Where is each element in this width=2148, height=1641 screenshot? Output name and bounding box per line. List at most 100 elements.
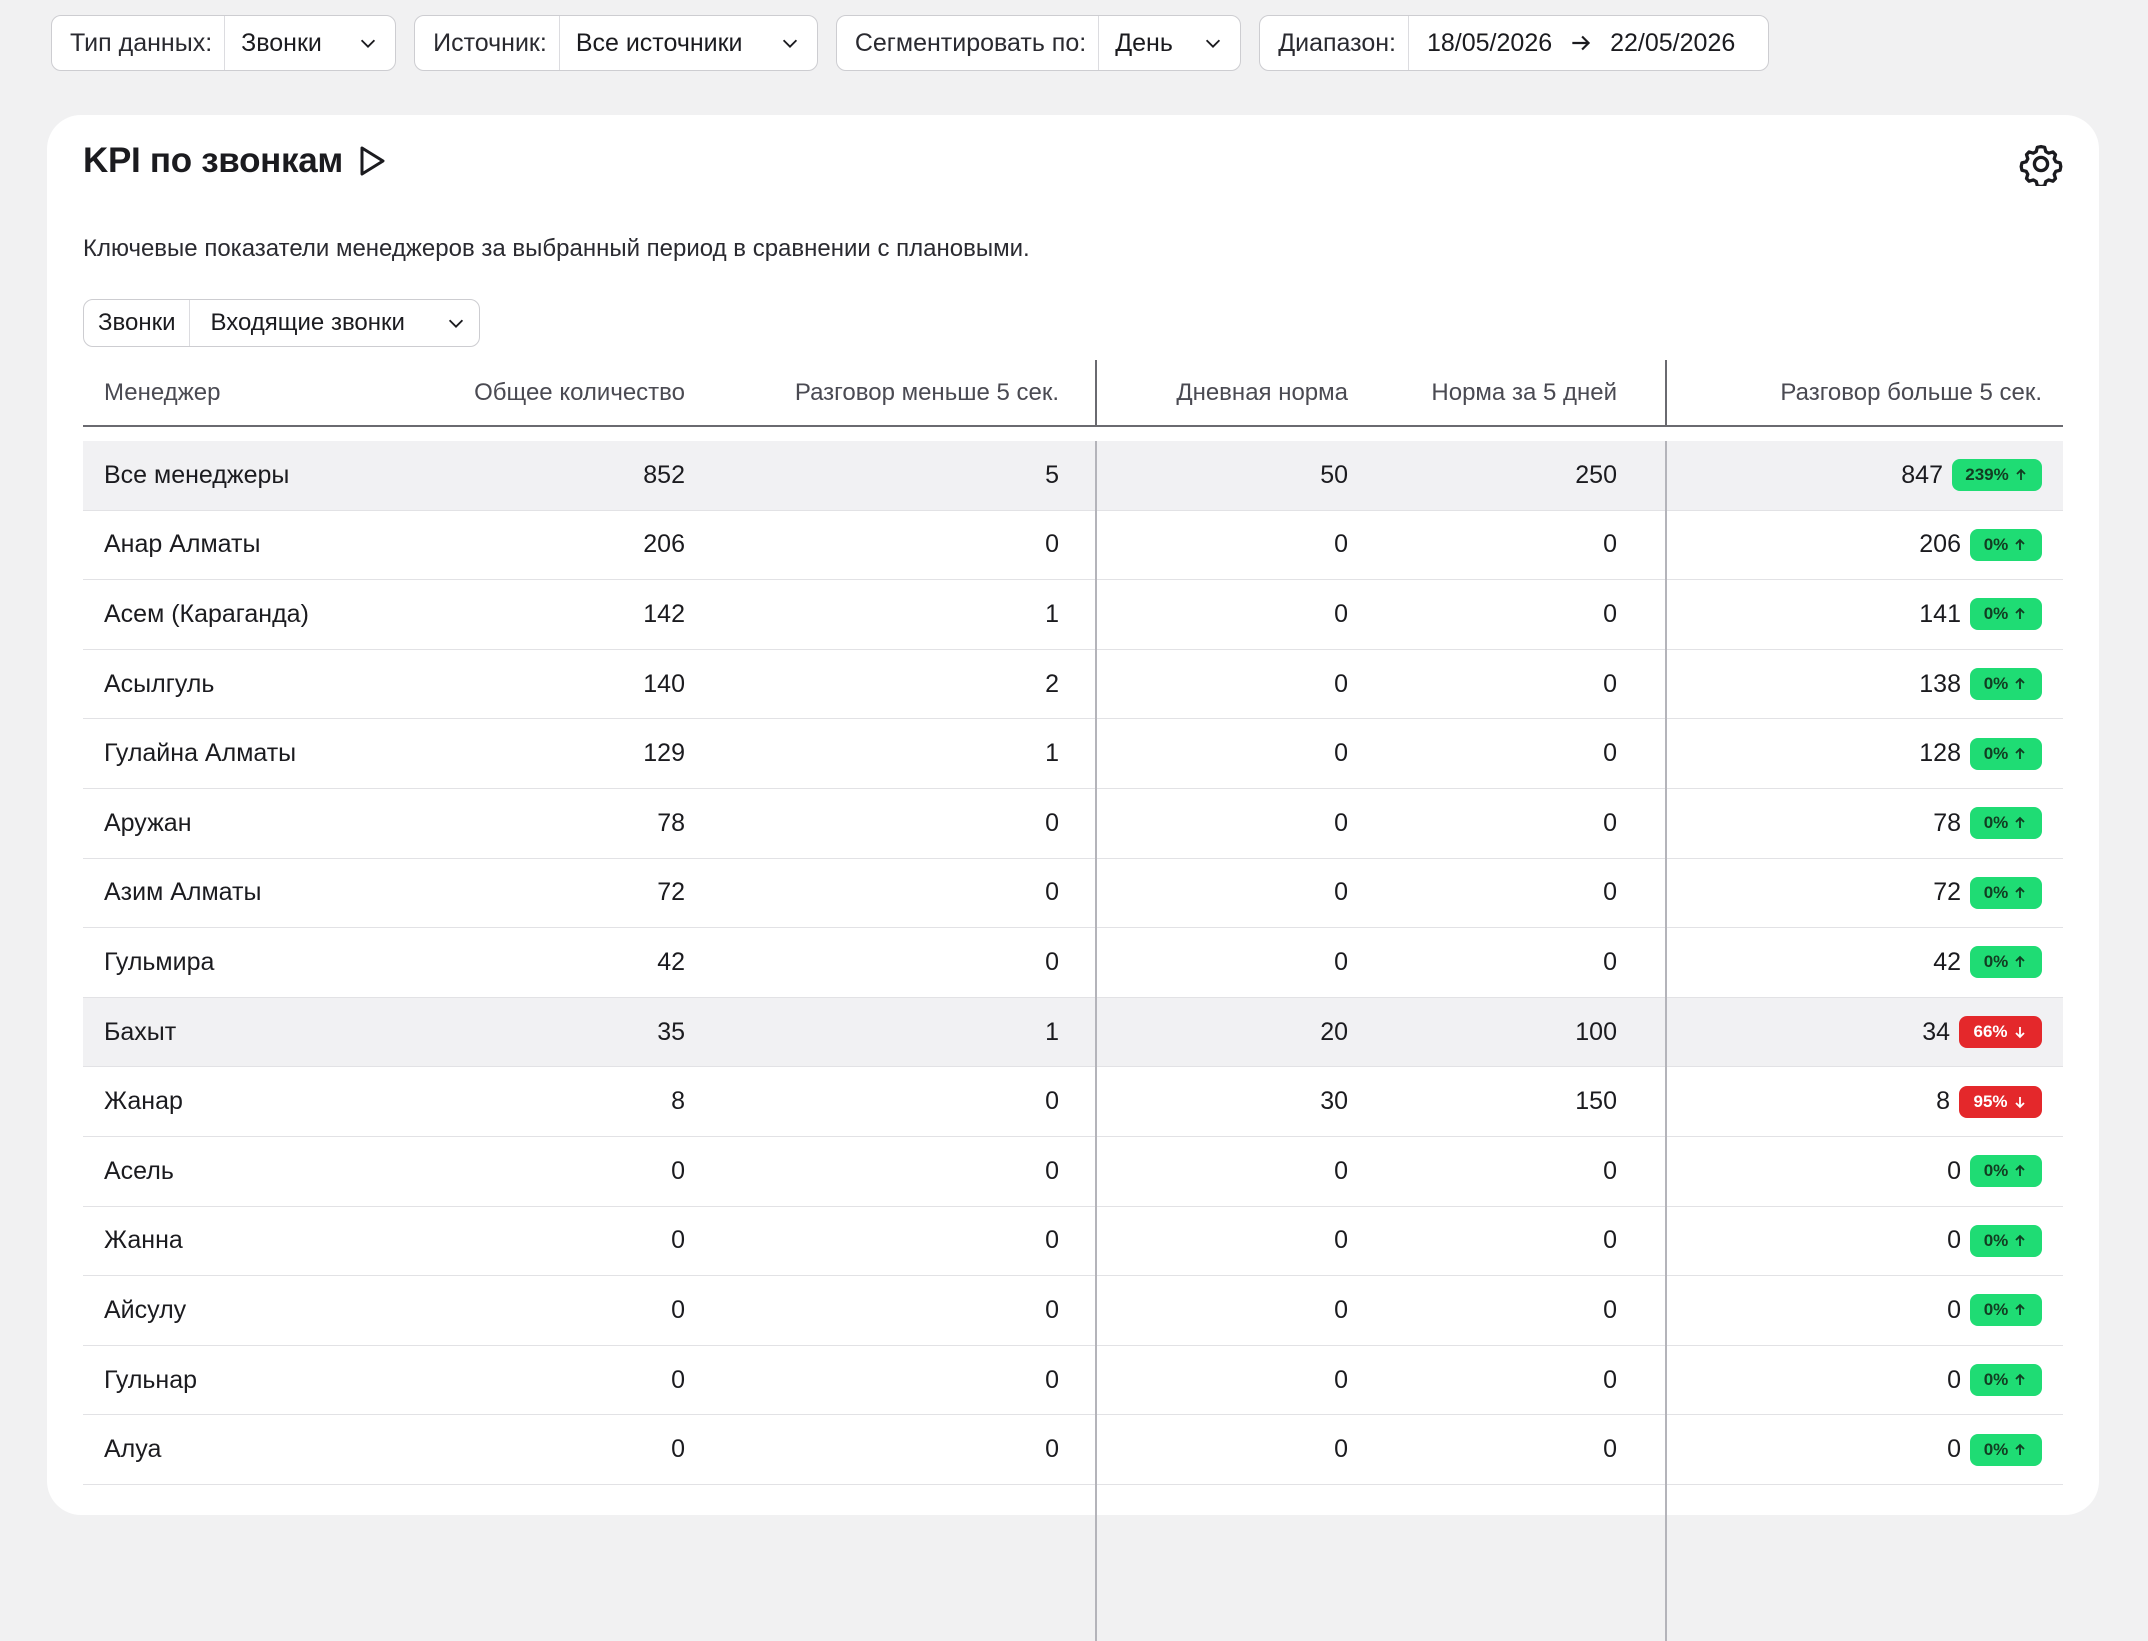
table-row[interactable]: Азим Алматы 72 0 0 0 72 0% xyxy=(83,859,2063,929)
table-row[interactable]: Асем (Караганда) 142 1 0 0 141 0% xyxy=(83,580,2063,650)
call-type-filter[interactable]: Звонки Входящие звонки xyxy=(83,299,481,347)
cell-short-calls: 0 xyxy=(1045,1435,1059,1464)
chevron-down-icon xyxy=(445,312,467,334)
percent-badge: 0% xyxy=(1970,1433,2042,1466)
cell-daily-norm: 0 xyxy=(1334,1365,1348,1394)
percent-badge: 0% xyxy=(1970,1224,2042,1257)
percent-value: 0% xyxy=(1983,1161,2009,1181)
date-range-filter[interactable]: Диапазон: 18/05/2026 22/05/2026 xyxy=(1259,15,1769,71)
card-title: KPI по звонкам xyxy=(83,141,387,181)
arrow-up-icon xyxy=(2012,1233,2028,1249)
header-short-calls[interactable]: Разговор меньше 5 сек. xyxy=(794,379,1059,406)
cell-total: 852 xyxy=(643,460,685,489)
table-row[interactable]: Асель 0 0 0 0 0 0% xyxy=(83,1137,2063,1207)
cell-daily-norm: 0 xyxy=(1334,1435,1348,1464)
data-type-value: Звонки xyxy=(241,28,322,57)
long-calls-value: 206 xyxy=(1919,530,1961,559)
header-manager[interactable]: Менеджер xyxy=(104,379,221,406)
cell-5day-norm: 250 xyxy=(1575,460,1617,489)
data-type-filter[interactable]: Тип данных: Звонки xyxy=(51,15,397,71)
play-icon[interactable] xyxy=(357,144,387,178)
table-row[interactable]: Жанна 0 0 0 0 0 0% xyxy=(83,1207,2063,1277)
cell-short-calls: 2 xyxy=(1045,669,1059,698)
cell-5day-norm: 0 xyxy=(1603,1365,1617,1394)
table-row[interactable]: Гулайна Алматы 129 1 0 0 128 0% xyxy=(83,719,2063,789)
table-row[interactable]: Айсулу 0 0 0 0 0 0% xyxy=(83,1276,2063,1346)
long-calls-value: 34 xyxy=(1922,1017,1950,1046)
date-to[interactable]: 22/05/2026 xyxy=(1610,28,1736,57)
long-calls-value: 141 xyxy=(1919,599,1961,628)
data-type-select[interactable]: Звонки xyxy=(224,16,395,70)
table-row[interactable]: Алуа 0 0 0 0 0 0% xyxy=(83,1415,2063,1485)
segment-select[interactable]: День xyxy=(1098,16,1240,70)
cell-5day-norm: 0 xyxy=(1603,878,1617,907)
table-row[interactable]: Все менеджеры 852 5 50 250 847 239% xyxy=(83,441,2063,511)
percent-badge: 0% xyxy=(1970,528,2042,561)
cell-total: 78 xyxy=(657,808,685,837)
source-filter[interactable]: Источник: Все источники xyxy=(414,15,818,71)
table-row[interactable]: Жанар 8 0 30 150 8 95% xyxy=(83,1067,2063,1137)
percent-badge: 0% xyxy=(1970,876,2042,909)
percent-badge: 0% xyxy=(1970,807,2042,840)
date-range-picker[interactable]: 18/05/2026 22/05/2026 xyxy=(1408,16,1768,70)
segment-value: День xyxy=(1115,28,1173,57)
arrow-up-icon xyxy=(2012,1442,2028,1458)
cell-5day-norm: 0 xyxy=(1603,808,1617,837)
source-select[interactable]: Все источники xyxy=(558,16,817,70)
cell-long-calls: 128 0% xyxy=(1653,737,2063,770)
percent-badge: 0% xyxy=(1970,1364,2042,1397)
percent-value: 0% xyxy=(1983,1370,2009,1390)
cell-total: 8 xyxy=(671,1087,685,1116)
chevron-down-icon xyxy=(1202,32,1224,54)
long-calls-value: 138 xyxy=(1919,669,1961,698)
header-daily-norm[interactable]: Дневная норма xyxy=(1176,379,1348,406)
call-type-label: Звонки xyxy=(98,309,176,336)
header-5day-norm[interactable]: Норма за 5 дней xyxy=(1431,379,1617,406)
filter-bar: Тип данных: Звонки Источник: Все источни… xyxy=(51,15,1787,71)
cell-total: 42 xyxy=(657,947,685,976)
card-title-text: KPI по звонкам xyxy=(83,141,343,180)
table-row[interactable]: Анар Алматы 206 0 0 0 206 0% xyxy=(83,511,2063,581)
cell-daily-norm: 0 xyxy=(1334,669,1348,698)
percent-value: 0% xyxy=(1983,674,2009,694)
long-calls-value: 0 xyxy=(1947,1226,1961,1255)
column-divider xyxy=(1665,360,1667,427)
column-divider xyxy=(1095,360,1097,427)
cell-daily-norm: 0 xyxy=(1334,878,1348,907)
segment-filter[interactable]: Сегментировать по: День xyxy=(835,15,1242,71)
cell-manager: Жанар xyxy=(104,1087,183,1116)
long-calls-value: 78 xyxy=(1933,808,1961,837)
cell-5day-norm: 0 xyxy=(1603,669,1617,698)
percent-value: 0% xyxy=(1983,1300,2009,1320)
date-from[interactable]: 18/05/2026 xyxy=(1427,28,1553,57)
call-type-value: Входящие звонки xyxy=(210,309,405,336)
cell-short-calls: 1 xyxy=(1045,1017,1059,1046)
cell-manager: Гульнар xyxy=(104,1365,198,1394)
long-calls-value: 847 xyxy=(1901,460,1943,489)
header-long-calls[interactable]: Разговор больше 5 сек. xyxy=(1780,379,2042,406)
arrow-up-icon xyxy=(2012,606,2028,622)
percent-value: 0% xyxy=(1983,1230,2009,1250)
arrow-up-icon xyxy=(2012,746,2028,762)
call-type-select[interactable]: Входящие звонки xyxy=(189,300,479,346)
cell-long-calls: 0 0% xyxy=(1653,1294,2063,1327)
cell-long-calls: 8 95% xyxy=(1653,1085,2063,1118)
percent-badge: 0% xyxy=(1970,598,2042,631)
long-calls-value: 8 xyxy=(1936,1087,1950,1116)
table-row[interactable]: Гульмира 42 0 0 0 42 0% xyxy=(83,928,2063,998)
cell-manager: Айсулу xyxy=(104,1295,187,1324)
table-row[interactable]: Гульнар 0 0 0 0 0 0% xyxy=(83,1346,2063,1416)
cell-total: 142 xyxy=(643,599,685,628)
gear-icon[interactable] xyxy=(2019,142,2063,186)
percent-badge: 239% xyxy=(1952,459,2042,492)
cell-long-calls: 0 0% xyxy=(1653,1155,2063,1188)
cell-long-calls: 34 66% xyxy=(1653,1016,2063,1049)
header-total[interactable]: Общее количество xyxy=(474,379,685,406)
table-row[interactable]: Бахыт 35 1 20 100 34 66% xyxy=(83,997,2063,1068)
arrow-down-icon xyxy=(2012,1094,2028,1110)
table-row[interactable]: Аружан 78 0 0 0 78 0% xyxy=(83,789,2063,859)
table-row[interactable]: Асылгуль 140 2 0 0 138 0% xyxy=(83,650,2063,720)
arrow-up-icon xyxy=(2012,885,2028,901)
cell-short-calls: 0 xyxy=(1045,1087,1059,1116)
cell-manager: Анар Алматы xyxy=(104,530,261,559)
